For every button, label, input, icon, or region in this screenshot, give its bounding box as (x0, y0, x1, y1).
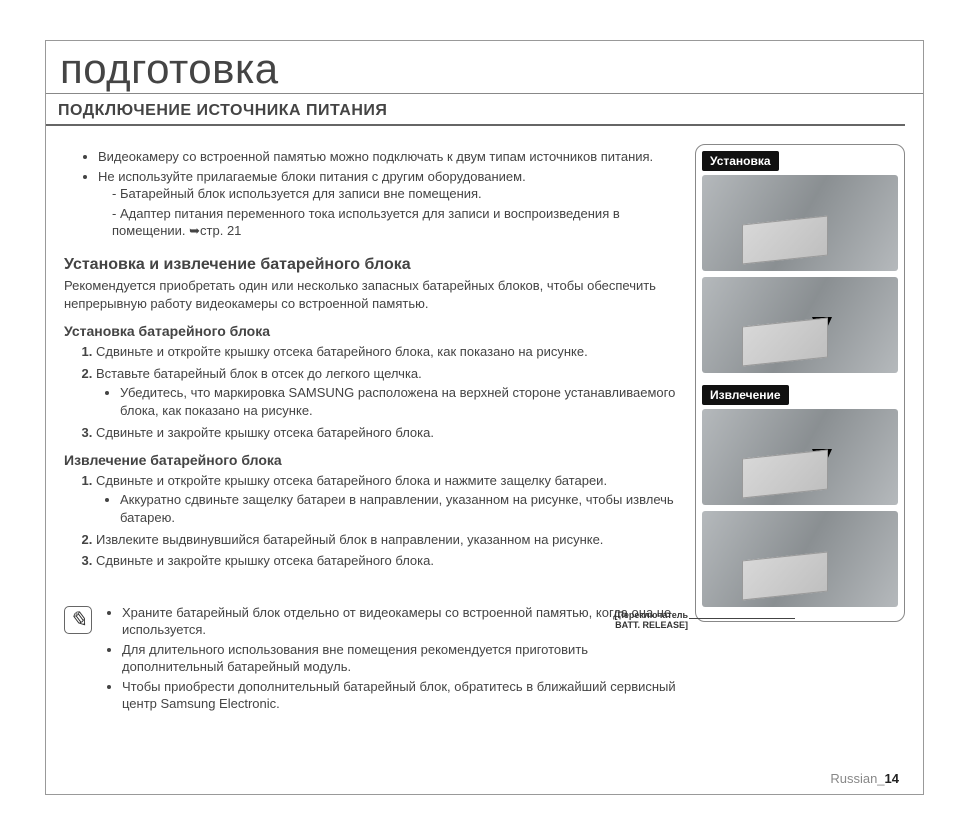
remove-steps: Сдвиньте и откройте крышку отсека батаре… (64, 472, 687, 570)
step-item: Сдвиньте и откройте крышку отсека батаре… (96, 472, 687, 527)
step-item: Вставьте батарейный блок в отсек до легк… (96, 365, 687, 420)
intro-sublist: Батарейный блок используется для записи … (98, 185, 687, 240)
remove-image-1 (702, 409, 898, 505)
list-item: Адаптер питания переменного тока использ… (112, 205, 687, 240)
note-icon: ✎ (64, 606, 92, 634)
step-text: Вставьте батарейный блок в отсек до легк… (96, 366, 422, 381)
list-item: Батарейный блок используется для записи … (112, 185, 687, 203)
callout-line1: [Переключатель (614, 610, 688, 620)
section-heading: ПОДКЛЮЧЕНИЕ ИСТОЧНИКА ПИТАНИЯ (46, 94, 905, 126)
intro-bullets: Видеокамеру со встроенной памятью можно … (64, 148, 687, 240)
install-steps: Сдвиньте и откройте крышку отсека батаре… (64, 343, 687, 441)
list-item: Видеокамеру со встроенной памятью можно … (98, 148, 687, 166)
page-title: подготовка (46, 41, 923, 94)
intro-paragraph: Рекомендуется приобретать один или неско… (64, 277, 687, 312)
step-item: Сдвиньте и откройте крышку отсека батаре… (96, 343, 687, 361)
subheading-install: Установка батарейного блока (64, 322, 687, 341)
arrow-icon (800, 227, 822, 247)
list-item: Для длительного использования вне помеще… (122, 641, 687, 676)
list-item: Чтобы приобрести дополнительный батарейн… (122, 678, 687, 713)
step-item: Сдвиньте и закройте крышку отсека батаре… (96, 424, 687, 442)
remove-image-2 (702, 511, 898, 607)
list-item: Храните батарейный блок отдельно от виде… (122, 604, 687, 639)
footer-page-number: 14 (885, 771, 899, 786)
install-label: Установка (702, 151, 779, 171)
illustration-frame: Установка Извлечение (695, 144, 905, 622)
note-box: ✎ Храните батарейный блок отдельно от ви… (64, 604, 687, 715)
note-list: Храните батарейный блок отдельно от виде… (104, 604, 687, 715)
page-frame: подготовка ПОДКЛЮЧЕНИЕ ИСТОЧНИКА ПИТАНИЯ… (45, 40, 924, 795)
arrow-icon (812, 317, 832, 339)
footer-lang: Russian_ (830, 771, 884, 786)
step-item: Сдвиньте и закройте крышку отсека батаре… (96, 552, 687, 570)
list-item: Аккуратно сдвиньте защелку батареи в нап… (120, 491, 687, 526)
install-image-1 (702, 175, 898, 271)
step-sublist: Убедитесь, что маркировка SAMSUNG распол… (96, 384, 687, 419)
arrow-icon (812, 449, 832, 471)
list-item-text: Не используйте прилагаемые блоки питания… (98, 169, 526, 184)
list-item: Убедитесь, что маркировка SAMSUNG распол… (120, 384, 687, 419)
step-text: Сдвиньте и откройте крышку отсека батаре… (96, 473, 607, 488)
step-item: Извлеките выдвинувшийся батарейный блок … (96, 531, 687, 549)
text-column: Видеокамеру со встроенной памятью можно … (64, 138, 695, 715)
subheading-install-remove: Установка и извлечение батарейного блока (64, 254, 687, 276)
content-area: Видеокамеру со встроенной памятью можно … (46, 126, 923, 715)
remove-label: Извлечение (702, 385, 789, 405)
arrow-icon (800, 563, 822, 583)
step-sublist: Аккуратно сдвиньте защелку батареи в нап… (96, 491, 687, 526)
callout-line2: BATT. RELEASE] (615, 620, 688, 630)
subheading-remove: Извлечение батарейного блока (64, 451, 687, 470)
callout-leader-line (689, 618, 795, 619)
illustration-column: Установка Извлечение (695, 138, 905, 715)
page-footer: Russian_14 (830, 771, 899, 786)
callout-label: [Переключатель BATT. RELEASE] (614, 610, 688, 631)
install-image-2 (702, 277, 898, 373)
list-item: Не используйте прилагаемые блоки питания… (98, 168, 687, 240)
